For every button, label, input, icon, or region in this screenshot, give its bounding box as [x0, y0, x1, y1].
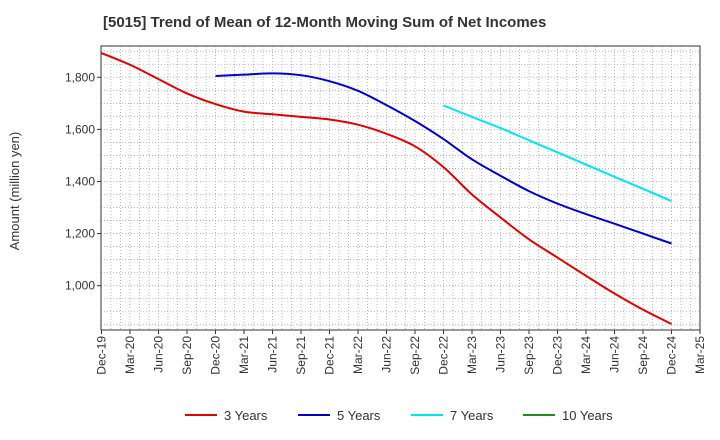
y-axis-title: Amount (million yen)	[7, 132, 22, 251]
x-tick-label: Mar-24	[579, 336, 593, 374]
x-tick-label: Jun-20	[152, 336, 166, 373]
legend-label-7-years: 7 Years	[450, 408, 494, 423]
legend-label-5-years: 5 Years	[337, 408, 381, 423]
legend-label-10-years: 10 Years	[562, 408, 613, 423]
x-tick-label: Mar-21	[237, 336, 251, 374]
x-tick-label: Dec-20	[209, 336, 223, 375]
y-tick-label: 1,000	[65, 279, 95, 293]
x-tick-label: Jun-22	[380, 336, 394, 373]
x-tick-label: Mar-23	[465, 336, 479, 374]
series-layer	[101, 52, 672, 325]
y-axis: 1,000 1,200 1,400 1,600 1,800	[65, 70, 101, 293]
x-tick-label: Sep-24	[636, 336, 650, 375]
y-tick-label: 1,400	[65, 174, 95, 188]
x-tick-label: Dec-24	[665, 336, 679, 375]
y-tick-label: 1,200	[65, 227, 95, 241]
x-tick-label: Mar-22	[351, 336, 365, 374]
x-tick-label: Dec-19	[95, 336, 109, 375]
legend: 3 Years 5 Years 7 Years 10 Years	[185, 408, 613, 423]
x-tick-label: Jun-24	[608, 336, 622, 373]
x-tick-label: Dec-23	[551, 336, 565, 375]
x-tick-label: Sep-21	[294, 336, 308, 375]
legend-label-3-years: 3 Years	[224, 408, 268, 423]
x-tick-label: Sep-23	[522, 336, 536, 375]
x-tick-label: Mar-20	[123, 336, 137, 374]
x-tick-label: Mar-25	[693, 336, 707, 374]
x-tick-label: Sep-20	[180, 336, 194, 375]
x-tick-label: Jun-21	[266, 336, 280, 373]
x-tick-label: Dec-22	[437, 336, 451, 375]
series-line-3-years	[101, 52, 672, 325]
y-tick-label: 1,800	[65, 70, 95, 84]
series-line-7-years	[443, 104, 672, 202]
grid-layer	[101, 46, 700, 330]
series-line-5-years	[215, 72, 672, 245]
x-axis: Dec-19 Mar-20 Jun-20 Sep-20 Dec-20 Mar-21 Jun-…	[95, 330, 707, 375]
x-tick-label: Sep-22	[408, 336, 422, 375]
x-tick-label: Jun-23	[494, 336, 508, 373]
y-tick-label: 1,600	[65, 122, 95, 136]
x-tick-label: Dec-21	[323, 336, 337, 375]
chart-title: [5015] Trend of Mean of 12-Month Moving …	[103, 14, 547, 31]
plot-frame	[100, 45, 701, 331]
